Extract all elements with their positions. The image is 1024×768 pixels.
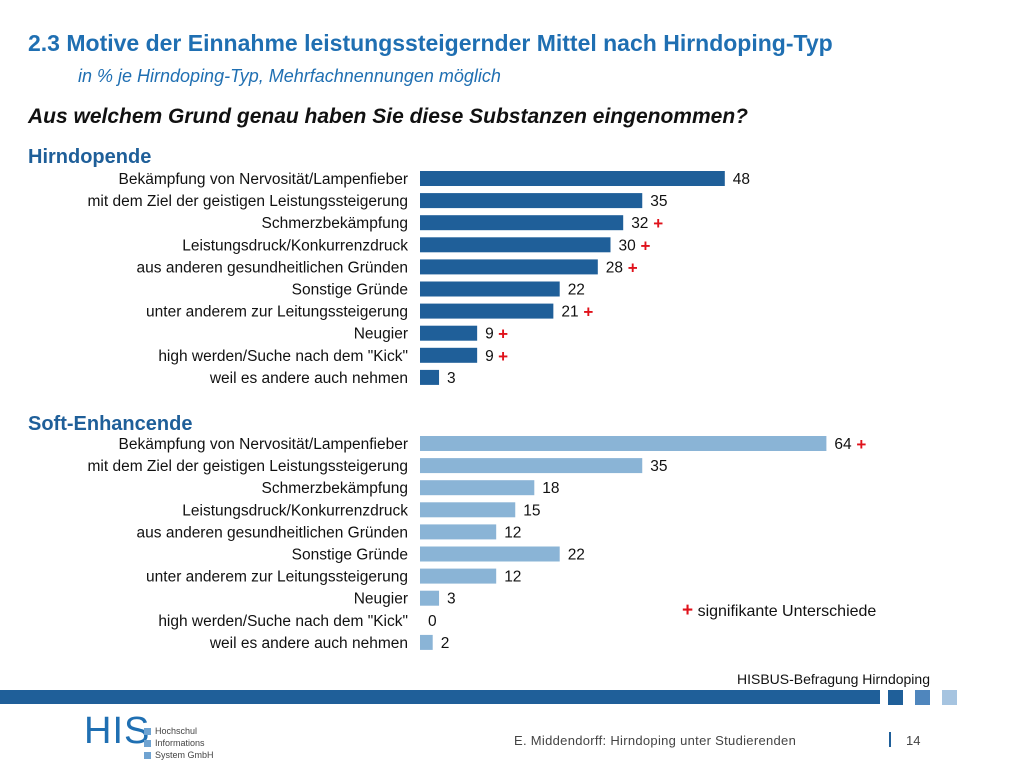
legend: + signifikante Unterschiede [682, 600, 876, 622]
value-label: 35 [650, 193, 667, 210]
bar-chart: Bekämpfung von Nervosität/Lampenfieber 48… [87, 171, 866, 652]
category-label: Sonstige Gründe [292, 282, 408, 299]
bar [420, 369, 440, 385]
category-label: unter anderem zur Leitungssteigerung [146, 304, 408, 321]
bar [420, 215, 624, 231]
significance-marker: + [641, 236, 651, 255]
category-label: high werden/Suche nach dem "Kick" [158, 613, 408, 630]
category-label: Leistungsdruck/Konkurrenzdruck [182, 502, 408, 519]
bar [420, 281, 560, 297]
category-label: Sonstige Gründe [292, 547, 408, 564]
significance-marker: + [628, 258, 638, 277]
bar [420, 171, 725, 186]
value-label: 0 [428, 613, 437, 630]
his-logo: HIS [84, 710, 151, 752]
category-label: aus anderen gesundheitlichen Gründen [137, 524, 408, 541]
bar [420, 590, 440, 606]
value-label: 15 [523, 502, 540, 519]
value-label: 3 [447, 591, 456, 608]
bar [420, 480, 535, 496]
bar [420, 237, 611, 253]
bar [420, 634, 433, 650]
decor-square [915, 690, 930, 705]
decor-square [942, 690, 957, 705]
footer-text: E. Middendorff: Hirndoping unter Studier… [514, 733, 797, 748]
slide-subtitle: in % je Hirndoping-Typ, Mehrfachnennunge… [78, 66, 501, 86]
value-label: 2 [441, 635, 450, 652]
value-label: 30 [619, 237, 637, 254]
section-title-soft-enhancende: Soft-Enhancende [28, 413, 193, 435]
value-label: 22 [568, 282, 585, 299]
category-label: mit dem Ziel der geistigen Leistungsstei… [87, 193, 408, 210]
value-label: 35 [650, 458, 667, 475]
category-label: unter anderem zur Leitungssteigerung [146, 569, 408, 586]
value-label: 3 [447, 370, 456, 387]
legend-text: signifikante Unterschiede [697, 603, 877, 620]
page-number: 14 [906, 733, 921, 748]
logo-line: Informations [144, 738, 205, 748]
value-label: 32 [631, 215, 648, 232]
significance-marker: + [498, 325, 508, 344]
bar [420, 546, 560, 562]
category-label: Neugier [354, 591, 408, 608]
category-label: weil es andere auch nehmen [209, 370, 408, 387]
value-label: 12 [504, 524, 521, 541]
category-label: mit dem Ziel der geistigen Leistungsstei… [87, 458, 408, 475]
value-label: 22 [568, 547, 585, 564]
source-note: HISBUS-Befragung Hirndoping [737, 671, 930, 687]
category-label: Bekämpfung von Nervosität/Lampenfieber [119, 436, 409, 453]
value-label: 28 [606, 259, 623, 276]
category-label: weil es andere auch nehmen [209, 635, 408, 652]
section-title-hirndopende: Hirndopende [28, 146, 152, 168]
bar [420, 458, 643, 474]
category-label: Schmerzbekämpfung [262, 215, 408, 232]
category-label: Neugier [354, 326, 408, 343]
category-label: aus anderen gesundheitlichen Gründen [137, 259, 408, 276]
category-label: Schmerzbekämpfung [262, 480, 408, 497]
bar [420, 436, 827, 451]
bar [420, 568, 497, 584]
bar [420, 259, 598, 275]
category-label: high werden/Suche nach dem "Kick" [158, 348, 408, 365]
significance-marker: + [856, 435, 866, 454]
value-label: 12 [504, 569, 521, 586]
bar [420, 502, 516, 518]
logo-line: System GmbH [144, 750, 214, 760]
decor-square [888, 690, 903, 705]
significance-marker: + [583, 303, 593, 322]
value-label: 48 [733, 171, 750, 188]
bar [420, 325, 478, 341]
category-label: Bekämpfung von Nervosität/Lampenfieber [119, 171, 409, 188]
bar [420, 193, 643, 209]
bar [420, 303, 554, 319]
slide-title: 2.3 Motive der Einnahme leistungssteiger… [28, 30, 833, 56]
logo-line: Hochschul [144, 726, 197, 736]
value-label: 21 [561, 304, 578, 321]
group-soft-enhancende: Bekämpfung von Nervosität/Lampenfieber 64… [87, 435, 866, 652]
footer-bar [0, 690, 880, 704]
value-label: 18 [542, 480, 559, 497]
footer-separator [889, 732, 891, 747]
bar [420, 347, 478, 363]
bar [420, 524, 497, 540]
survey-question: Aus welchem Grund genau haben Sie diese … [28, 105, 748, 128]
significance-marker: + [653, 214, 663, 233]
value-label: 9 [485, 326, 494, 343]
category-label: Leistungsdruck/Konkurrenzdruck [182, 237, 408, 254]
value-label: 64 [834, 436, 852, 453]
value-label: 9 [485, 348, 494, 365]
significance-marker: + [682, 600, 694, 621]
significance-marker: + [498, 347, 508, 366]
group-hirndopende: Bekämpfung von Nervosität/Lampenfieber 48… [87, 171, 750, 387]
